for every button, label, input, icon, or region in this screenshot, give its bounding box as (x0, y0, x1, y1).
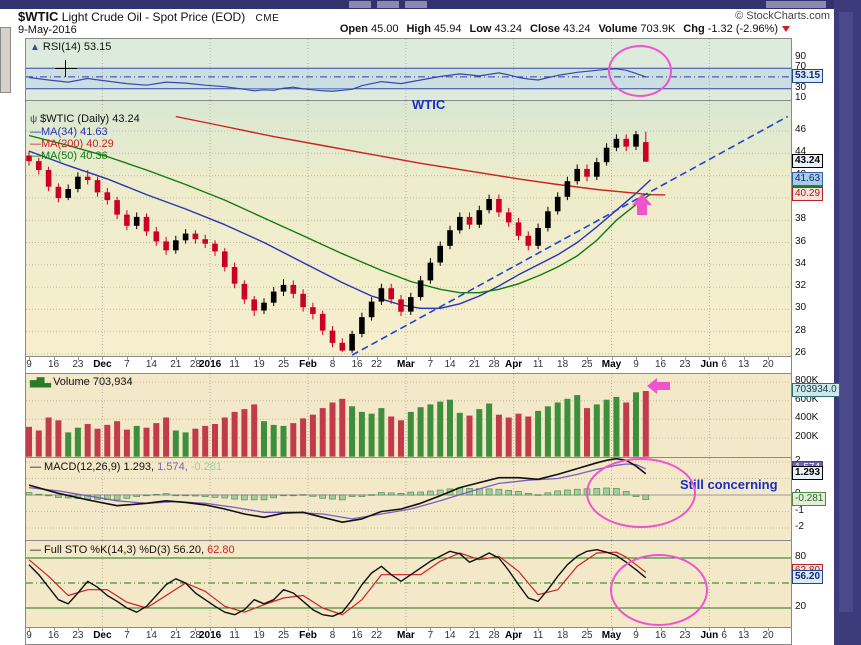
sto-axis: 802062.8056.20 (792, 540, 834, 626)
chart-title: $WTIC Light Crude Oil - Spot Price (EOD)… (18, 9, 279, 24)
macd-ellipse-annotation (586, 458, 696, 528)
copyright-label: © StockCharts.com (735, 10, 830, 22)
price-legend: ψ $WTIC (Daily) 43.24 —MA(34) 41.63 —MA(2… (30, 113, 140, 162)
macd-label: — MACD(12,26,9) 1.293, 1.574, -0.281 (30, 461, 223, 473)
sto-ellipse-annotation (610, 554, 708, 626)
crosshair-cursor (55, 60, 77, 77)
chrome-tab (377, 1, 399, 8)
macd-axis: 210-1-21.5741.293-0.281 (792, 455, 834, 539)
x-axis-labels-bottom: 9 16 23 Dec 7 14 21 28 2016 11 19 25 Feb 8 16 22 Mar 7 14 2… (25, 627, 792, 645)
change-down-icon (782, 26, 790, 32)
title-label: Light Crude Oil - Spot Price (EOD) (61, 10, 246, 24)
wtic-annotation: WTIC (412, 97, 446, 112)
price-axis: 464442403836343230282640.3641.6340.2943.… (792, 100, 834, 358)
volume-bars-icon: ▅▇▃ (30, 377, 51, 388)
window-scrollbar[interactable] (0, 27, 11, 93)
browser-chrome-right (834, 0, 861, 645)
candlestick-icon: ψ (30, 114, 38, 125)
price-legend-symbol: ψ $WTIC (Daily) 43.24 (30, 113, 140, 125)
date-label: 9-May-2016 (18, 24, 77, 36)
rsi-label: ▲ RSI(14) 53.15 (30, 41, 112, 53)
volume-plot[interactable] (25, 373, 792, 458)
chrome-tab (349, 1, 371, 8)
x-axis-labels-top: 9 16 23 Dec 7 14 21 28 2016 11 19 25 Feb 8 16 22 Mar 7 14 2… (25, 356, 792, 374)
volume-left-arrow-annotation (647, 378, 670, 394)
chrome-tab (766, 1, 826, 8)
breakout-up-arrow-annotation (632, 194, 652, 215)
quote-bar: Open 45.00 High 45.94 Low 43.24 Close 43.24 Volu… (332, 23, 790, 35)
chrome-tab (405, 1, 427, 8)
volume-label: ▅▇▃ Volume 703,934 (30, 376, 133, 388)
rsi-indicator-icon: ▲ (30, 42, 40, 53)
price-legend-ma50: —MA(50) 40.36 (30, 150, 108, 162)
price-legend-ma200: —MA(200) 40.29 (30, 138, 114, 150)
rsi-plot[interactable] (25, 38, 792, 102)
browser-chrome-top (0, 0, 861, 9)
price-legend-ma34: —MA(34) 41.63 (30, 126, 108, 138)
symbol-label: $WTIC (18, 9, 59, 24)
still-concerning-annotation: Still concerning (680, 477, 778, 492)
exchange-label: CME (255, 13, 280, 24)
price-plot[interactable] (25, 100, 792, 357)
rsi-ellipse-annotation (608, 45, 672, 97)
rsi-axis: 90 70 30 10 53.15 (792, 38, 834, 103)
quote-values: Open 45.00 High 45.94 Low 43.24 Close 43.24 Volu… (339, 23, 778, 35)
sto-label: — Full STO %K(14,3) %D(3) 56.20, 62.80 (30, 544, 235, 556)
volume-axis: 800K 600K 400K 200K 703934.0 (792, 373, 840, 456)
